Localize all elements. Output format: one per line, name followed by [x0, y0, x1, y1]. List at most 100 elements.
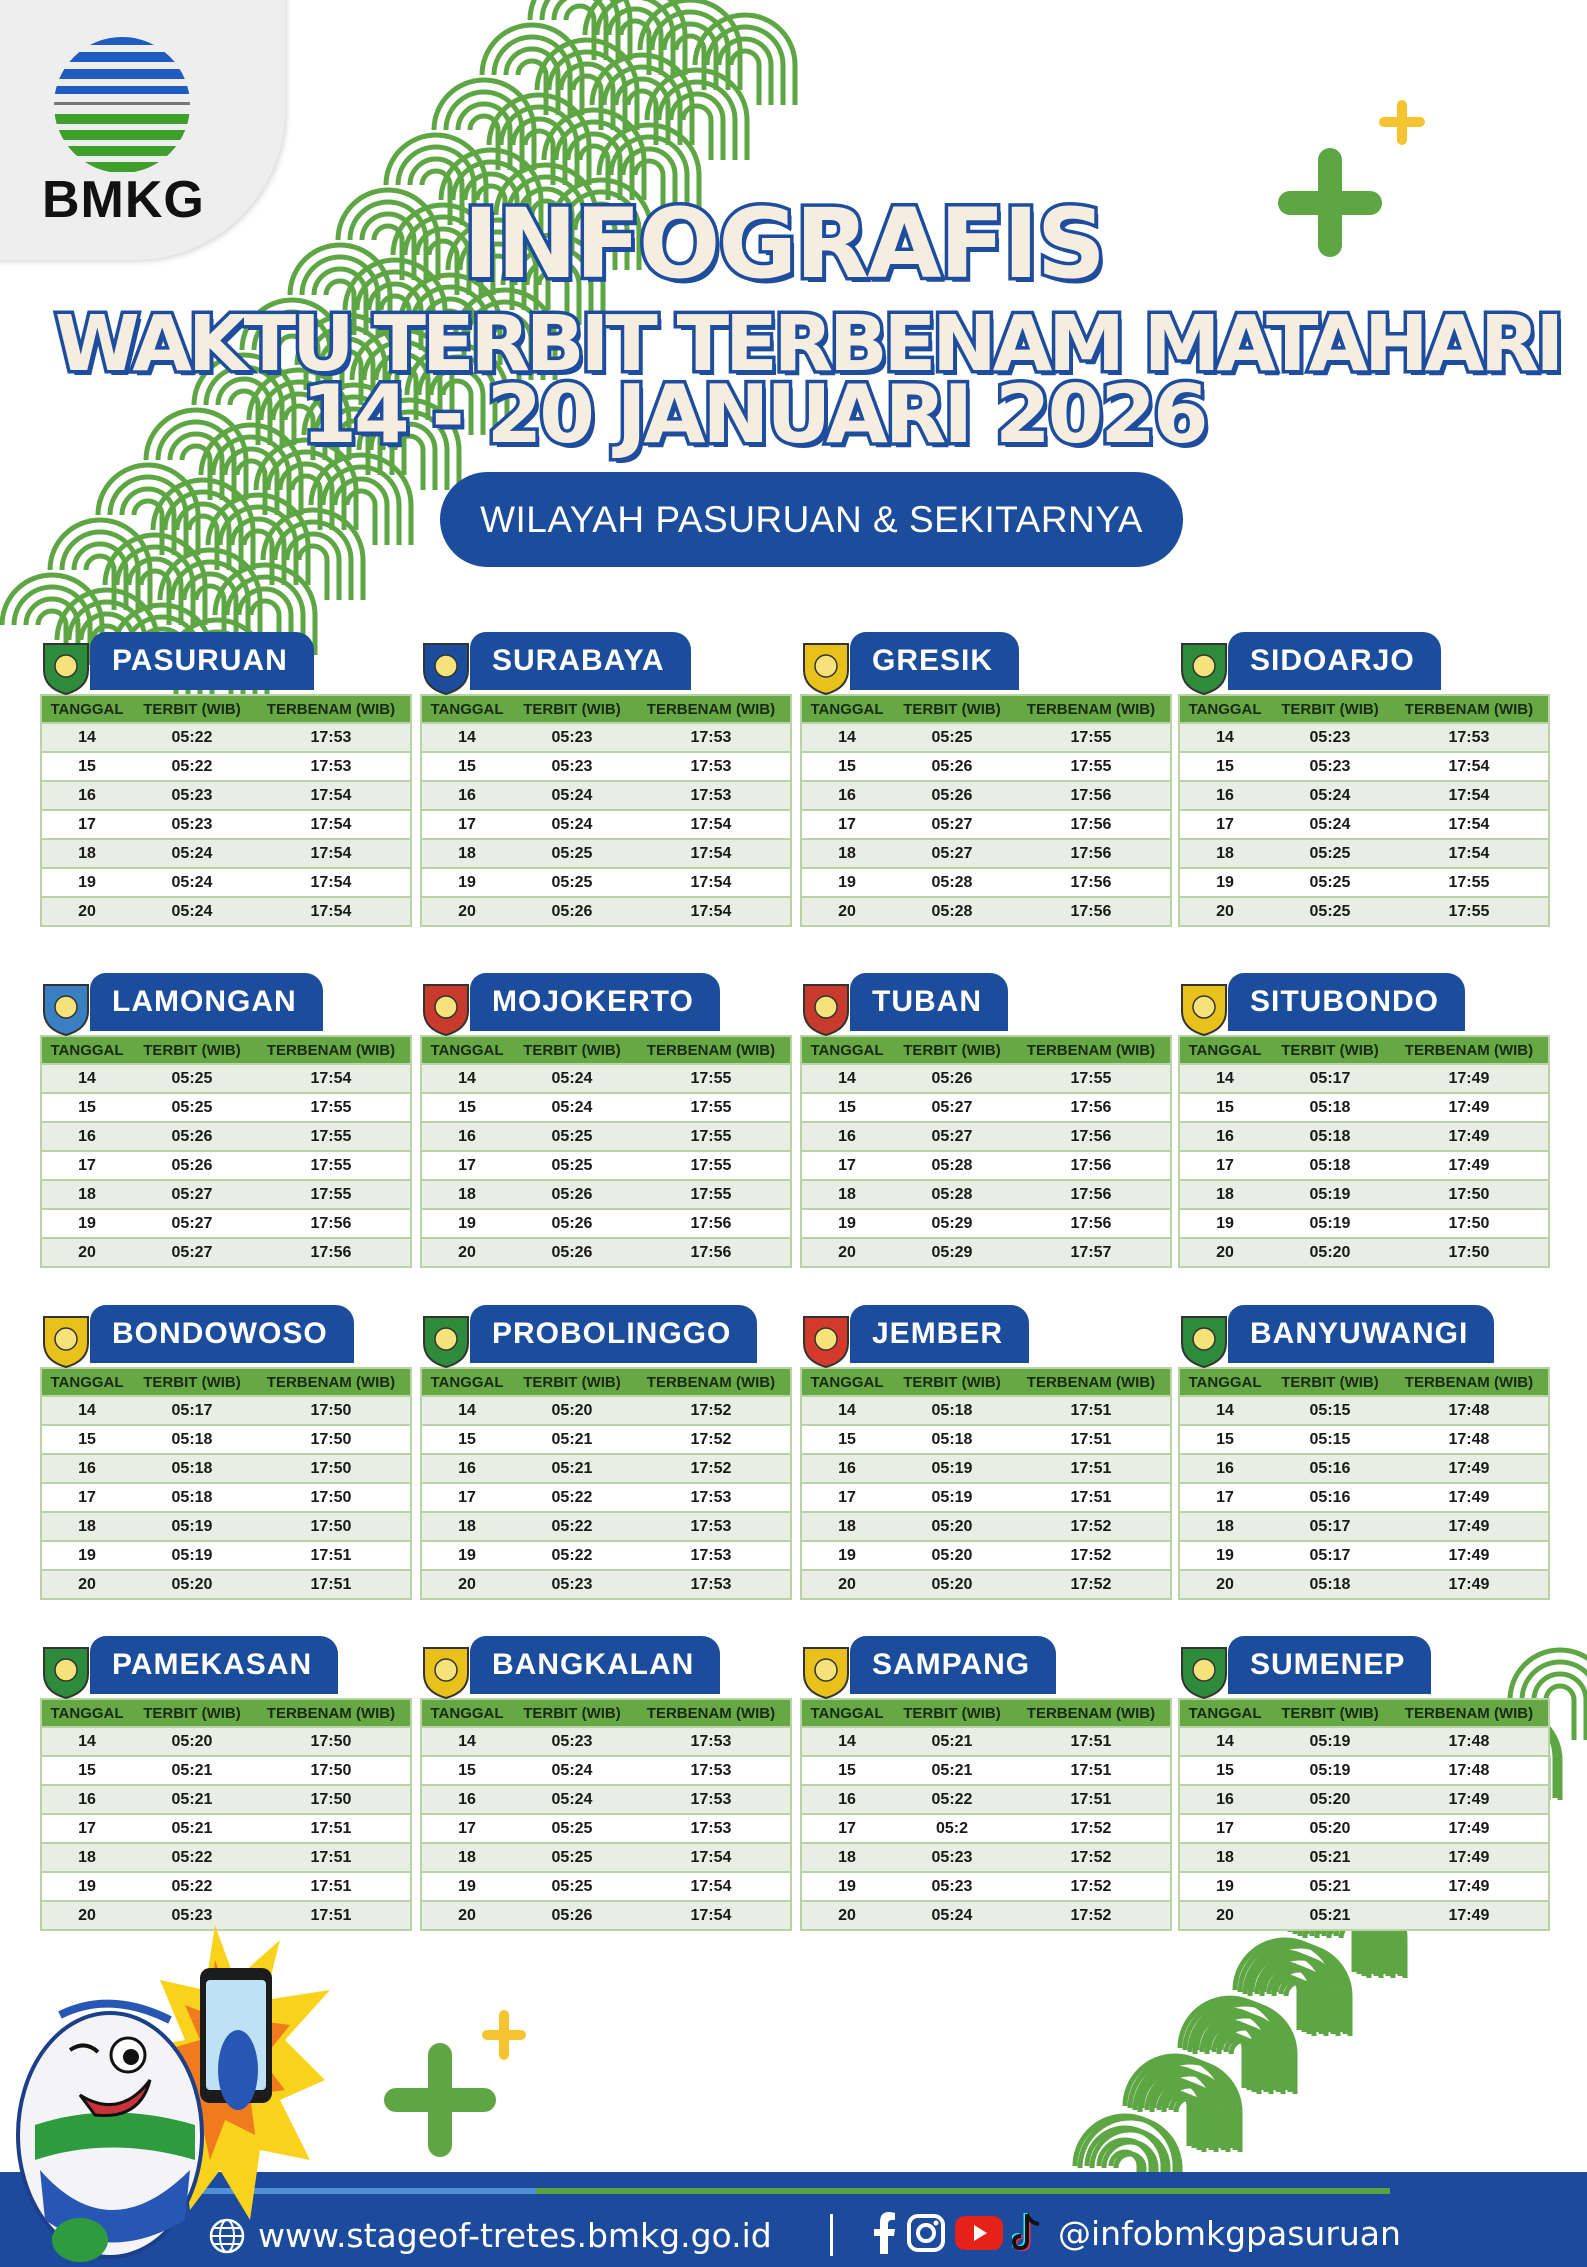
- date-cell: 19: [421, 1871, 513, 1901]
- region-probolinggo: PROBOLINGGO TANGGAL TERBIT (WIB) TERBENAM …: [420, 1305, 792, 1600]
- wave-arc: [527, 0, 633, 60]
- tiktok-icon[interactable]: [1012, 2212, 1042, 2254]
- sunset-cell: 17:51: [251, 1871, 411, 1901]
- sunset-cell: 17:54: [631, 1900, 791, 1930]
- sunrise-cell: 05:22: [512, 1540, 632, 1570]
- table-row: 20 05:28 17:56: [801, 896, 1171, 926]
- sun-times-table: TANGGAL TERBIT (WIB) TERBENAM (WIB) 14 05:22…: [40, 694, 412, 927]
- sunrise-cell: 05:19: [1270, 1755, 1390, 1785]
- sunset-cell: 17:56: [1011, 1179, 1171, 1209]
- table-row: 17 05:18 17:49: [1179, 1150, 1549, 1180]
- wave-arc: [534, 37, 640, 130]
- table-row: 15 05:18 17:49: [1179, 1092, 1549, 1122]
- wave-arc: [594, 0, 676, 75]
- sunrise-cell: 05:23: [512, 1726, 632, 1756]
- social-handle[interactable]: @infobmkgpasuruan: [1058, 2213, 1401, 2253]
- date-cell: 19: [421, 1208, 513, 1238]
- website-link[interactable]: www.stageof-tretes.bmkg.go.id: [208, 2216, 772, 2255]
- date-cell: 16: [421, 1784, 513, 1814]
- sunset-cell: 17:49: [1389, 1900, 1549, 1930]
- title-line-3: 14 - 20 JANUARI 2026: [298, 365, 1212, 465]
- column-header: TANGGAL: [1179, 695, 1271, 723]
- table-row: 17 05:20 17:49: [1179, 1813, 1549, 1843]
- table-row: 17 05:19 17:51: [801, 1482, 1171, 1512]
- table-row: 17 05:25 17:55: [421, 1150, 791, 1180]
- wave-arc: [239, 297, 345, 390]
- sunset-cell: 17:56: [251, 1208, 411, 1238]
- wave-arc: [620, 146, 678, 215]
- date-cell: 16: [41, 780, 133, 810]
- sunrise-cell: 05:27: [132, 1208, 252, 1238]
- sunset-cell: 17:55: [1011, 722, 1171, 752]
- sunrise-cell: 05:19: [132, 1511, 252, 1541]
- sunset-cell: 17:50: [1389, 1208, 1549, 1238]
- wave-arc: [320, 464, 402, 545]
- wave-arc: [443, 89, 525, 170]
- column-header: TERBENAM (WIB): [1389, 695, 1549, 723]
- wave-arc: [361, 339, 443, 420]
- sunrise-cell: 05:21: [512, 1424, 632, 1454]
- sunrise-cell: 05:15: [1270, 1395, 1390, 1425]
- wave-arc: [515, 58, 549, 115]
- sunset-cell: 17:55: [631, 1063, 791, 1093]
- region-sampang: SAMPANG TANGGAL TERBIT (WIB) TERBENAM (WIB…: [800, 1636, 1172, 1931]
- sunset-cell: 17:56: [1011, 838, 1171, 868]
- date-cell: 19: [801, 867, 893, 897]
- sunrise-cell: 05:18: [132, 1424, 252, 1454]
- wave-arc: [35, 608, 69, 665]
- youtube-icon[interactable]: [954, 2213, 1004, 2253]
- wave-arc: [349, 327, 455, 420]
- sunset-cell: 17:53: [1389, 722, 1549, 752]
- table-row: 20 05:20 17:50: [1179, 1237, 1549, 1267]
- region-header: PASURUAN: [40, 632, 412, 696]
- wave-arc: [337, 418, 371, 475]
- wave-arc: [1531, 1671, 1587, 1740]
- wave-arc: [284, 531, 342, 600]
- wave-arc: [440, 378, 474, 435]
- sunset-cell: 17:51: [251, 1842, 411, 1872]
- wave-arc: [390, 202, 496, 295]
- sunrise-cell: 05:24: [132, 838, 252, 868]
- sunset-cell: 17:48: [1389, 1424, 1549, 1454]
- sunrise-cell: 05:19: [1270, 1208, 1390, 1238]
- date-cell: 19: [1179, 1540, 1271, 1570]
- region-name: SAMPANG: [850, 1636, 1057, 1694]
- wave-arc: [308, 452, 414, 545]
- wave-arc: [342, 257, 448, 350]
- wave-arc: [560, 189, 642, 270]
- sun-times-table: TANGGAL TERBIT (WIB) TERBENAM (WIB) 14 05:25…: [40, 1035, 412, 1268]
- sunrise-cell: 05:23: [132, 780, 252, 810]
- wave-arc: [433, 308, 467, 365]
- date-cell: 20: [421, 896, 513, 926]
- sunset-cell: 17:55: [1389, 896, 1549, 926]
- sunset-cell: 17:56: [1011, 1092, 1171, 1122]
- wave-arc: [1244, 1949, 1326, 2030]
- wave-arc: [287, 242, 393, 335]
- wave-arc: [692, 12, 798, 105]
- sun-times-table: TANGGAL TERBIT (WIB) TERBENAM (WIB) 14 05:18…: [800, 1367, 1172, 1600]
- facebook-icon[interactable]: [872, 2212, 898, 2254]
- sunset-cell: 17:52: [1011, 1569, 1171, 1599]
- title-line-2: WAKTU TERBIT TERBENAM MATAHARI: [51, 297, 1567, 393]
- region-subtitle-badge: WILAYAH PASURUAN & SEKITARNYA: [440, 472, 1183, 567]
- wave-arc: [539, 0, 621, 60]
- instagram-icon[interactable]: [906, 2213, 946, 2253]
- sunrise-cell: 05:22: [512, 1482, 632, 1512]
- date-cell: 17: [421, 1482, 513, 1512]
- wave-arc: [572, 201, 630, 270]
- sunrise-cell: 05:19: [892, 1453, 1012, 1483]
- date-cell: 19: [41, 1208, 133, 1238]
- sunrise-cell: 05:25: [512, 1813, 632, 1843]
- column-header: TERBIT (WIB): [1270, 1036, 1390, 1064]
- table-row: 15 05:19 17:48: [1179, 1755, 1549, 1785]
- region-name: BONDOWOSO: [90, 1305, 354, 1363]
- sunrise-cell: 05:26: [512, 1208, 632, 1238]
- region-name: SIDOARJO: [1228, 632, 1441, 690]
- sunrise-cell: 05:21: [1270, 1900, 1390, 1930]
- date-cell: 15: [421, 1424, 513, 1454]
- sunrise-cell: 05:23: [512, 1569, 632, 1599]
- wave-arc: [83, 553, 117, 610]
- wave-arc: [392, 433, 426, 490]
- sunset-cell: 17:54: [251, 867, 411, 897]
- date-cell: 20: [41, 1569, 133, 1599]
